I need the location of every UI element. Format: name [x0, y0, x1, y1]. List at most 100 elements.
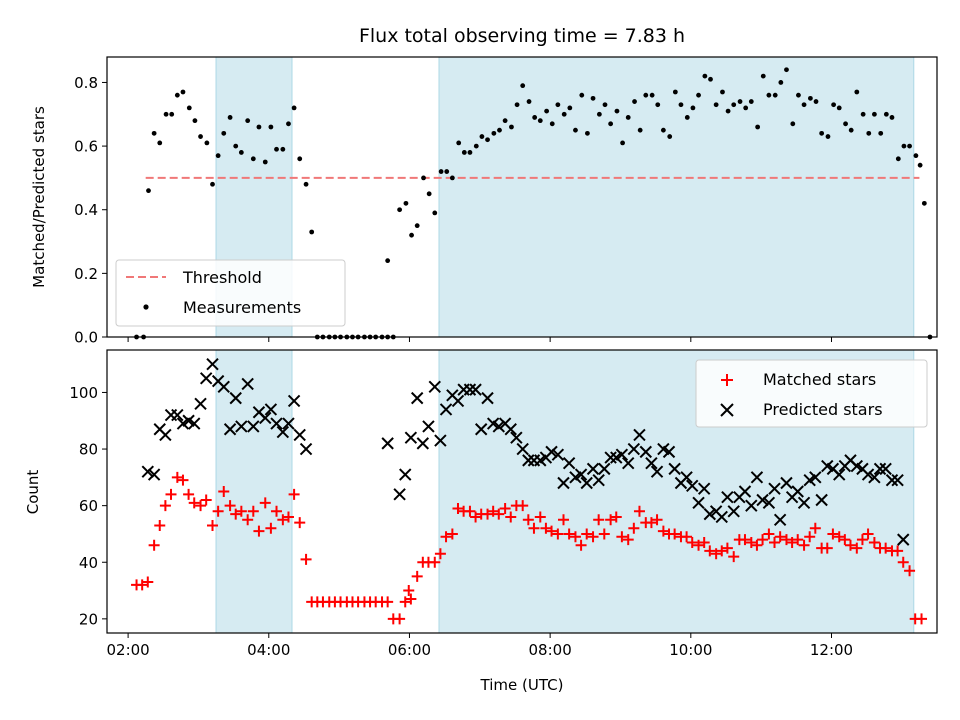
matched-star-point — [434, 548, 446, 560]
measurement-point — [385, 258, 391, 264]
matched-star-point — [633, 505, 645, 517]
measurement-point — [831, 102, 837, 108]
measurement-point — [602, 102, 608, 108]
matched-star-point — [411, 570, 423, 582]
measurement-point — [233, 143, 239, 149]
matched-star-point — [769, 536, 781, 548]
legend-predicted-label: Predicted stars — [763, 400, 883, 419]
measurement-point — [215, 153, 221, 159]
bottom-plot-frame — [106, 349, 938, 634]
predicted-star-point — [762, 496, 776, 510]
predicted-star-point — [639, 445, 653, 459]
top-chart-title: Flux total observing time = 7.83 h — [359, 25, 685, 47]
matched-star-point — [598, 528, 610, 540]
matched-star-point — [171, 471, 183, 483]
matched-star-point — [751, 539, 763, 551]
matched-star-point — [739, 534, 751, 546]
predicted-star-point — [815, 493, 828, 507]
matched-star-point — [487, 505, 499, 517]
measurement-point — [291, 105, 297, 111]
measurement-point — [725, 108, 731, 114]
measurement-point — [456, 140, 462, 146]
matched-star-point — [721, 542, 733, 554]
matched-star-point — [200, 494, 212, 506]
top-y-tick-label: 0.8 — [74, 74, 98, 92]
matched-star-point — [522, 514, 534, 526]
bottom-x-tick-label: 06:00 — [388, 641, 431, 659]
bottom-x-tick-label: 04:00 — [247, 641, 290, 659]
matched-star-point — [259, 497, 271, 509]
measurement-point — [825, 134, 831, 139]
measurement-point — [274, 146, 279, 152]
matched-star-point — [844, 539, 856, 551]
predicted-star-point — [797, 496, 811, 510]
measurement-point — [813, 99, 819, 104]
measurement-point — [449, 175, 455, 181]
matched-star-point — [452, 502, 464, 514]
predicted-star-point — [586, 462, 600, 476]
matched-star-point — [880, 542, 892, 554]
matched-star-point — [493, 508, 505, 520]
bottom-y-tick-label: 60 — [79, 497, 98, 515]
measurement-point — [549, 121, 555, 127]
measurement-point — [690, 105, 696, 111]
measurement-point — [432, 210, 438, 216]
measurement-point — [889, 115, 895, 120]
predicted-star-point — [434, 434, 447, 447]
matched-star-point — [534, 511, 546, 523]
matched-star-point — [446, 528, 458, 540]
measurement-point — [151, 130, 157, 136]
measurement-point — [414, 223, 420, 229]
measurement-point — [655, 102, 661, 108]
predicted-star-point — [773, 513, 787, 527]
measurement-point — [772, 92, 778, 98]
matched-star-point — [628, 522, 640, 534]
measurement-point — [608, 121, 614, 127]
predicted-star-point — [159, 428, 172, 442]
bottom-x-tick-label: 12:00 — [810, 641, 853, 659]
predicted-star-point — [416, 437, 430, 450]
predicted-star-point — [861, 468, 875, 481]
matched-star-point — [681, 531, 693, 543]
predicted-star-point — [627, 442, 641, 456]
measurement-point — [567, 105, 573, 111]
predicted-star-point — [141, 465, 155, 478]
measurement-point — [866, 130, 872, 136]
matched-star-point — [224, 500, 236, 512]
predicted-star-point — [756, 493, 769, 507]
matched-star-point — [645, 517, 657, 529]
predicted-star-point — [404, 431, 418, 444]
predicted-star-point — [188, 417, 201, 430]
bottom-legend: Matched stars Predicted stars — [695, 359, 928, 428]
matched-star-point — [916, 613, 928, 625]
matched-star-point — [271, 505, 283, 517]
measurement-point — [561, 111, 567, 117]
measurement-point — [713, 102, 719, 108]
matched-star-point — [809, 522, 821, 534]
matched-star-point — [575, 539, 587, 551]
legend-measurements-swatch — [143, 304, 149, 310]
matched-star-point — [804, 531, 816, 543]
predicted-star-point — [768, 482, 781, 495]
matched-star-point — [593, 514, 605, 526]
matched-star-point — [154, 519, 166, 531]
matched-star-point — [277, 514, 289, 526]
measurement-point — [169, 111, 175, 117]
matched-star-point — [300, 553, 312, 565]
predicted-star-point — [451, 394, 465, 408]
measurement-point — [901, 143, 907, 149]
bottom-x-tick-label: 10:00 — [669, 641, 712, 659]
matched-star-point — [177, 474, 189, 486]
legend-matched-swatch — [721, 374, 733, 386]
measurement-point — [250, 156, 256, 162]
measurement-point — [796, 92, 801, 98]
measurement-point — [426, 191, 432, 197]
predicted-star-point — [680, 471, 693, 484]
measurement-point — [755, 124, 761, 130]
bottom-x-tick-label: 02:00 — [106, 641, 149, 659]
matched-star-point — [798, 539, 810, 551]
measurement-point — [473, 143, 479, 149]
top-legend-box — [115, 259, 346, 327]
matched-star-point — [851, 542, 863, 554]
